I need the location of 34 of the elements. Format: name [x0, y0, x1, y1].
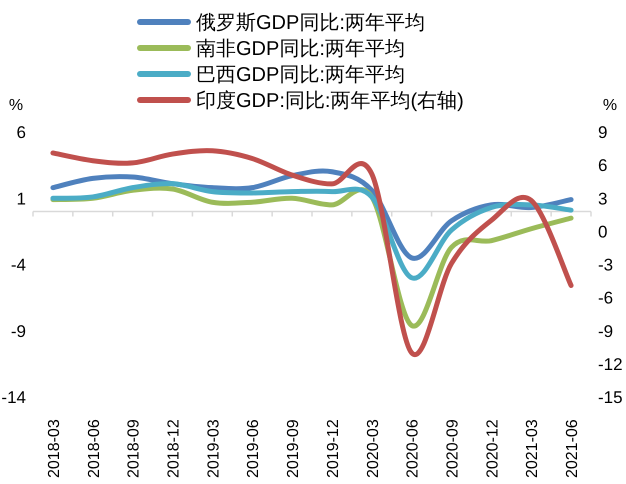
x-tick-label: 2020-06 — [404, 419, 422, 478]
y2-tick-label: -3 — [598, 256, 614, 274]
y-tick-label: -4 — [10, 256, 26, 274]
legend-label: 印度GDP:同比:两年平均(右轴) — [196, 90, 464, 112]
y2-tick-label: -9 — [598, 322, 614, 341]
x-tick-label: 2020-12 — [484, 419, 502, 478]
x-tick-label: 2019-03 — [205, 419, 222, 478]
x-tick-label: 2020-09 — [444, 419, 462, 478]
y2-axis-title: % — [602, 97, 618, 114]
y2-tick-label: -15 — [598, 388, 623, 407]
y2-tick-label: -12 — [598, 354, 623, 374]
y-tick-label: -9 — [10, 322, 26, 341]
y2-tick-label: 0 — [598, 222, 608, 242]
x-tick-label: 2018-09 — [126, 419, 143, 478]
legend-label: 南非GDP同比:两年平均 — [196, 38, 405, 60]
y-axis-title: % — [8, 97, 24, 114]
x-tick-label: 2018-12 — [166, 419, 182, 478]
legend-label: 巴西GDP同比:两年平均 — [196, 64, 405, 86]
x-tick-label: 2019-09 — [285, 419, 302, 478]
y2-tick-label: -6 — [598, 288, 614, 308]
x-tick-label: 2018-06 — [86, 419, 103, 478]
legend-label: 俄罗斯GDP同比:两年平均 — [196, 12, 425, 34]
x-tick-label: 2018-03 — [46, 419, 63, 478]
x-tick-label: 2020-03 — [364, 419, 382, 478]
y2-tick-label: 9 — [598, 123, 608, 142]
x-tick-label: 2021-03 — [524, 419, 542, 478]
y-tick-label: -14 — [1, 388, 26, 407]
y2-tick-label: 6 — [598, 156, 608, 176]
y-tick-label: 1 — [16, 189, 26, 208]
x-tick-label: 2021-06 — [564, 419, 582, 478]
y-tick-label: 6 — [16, 123, 26, 142]
y2-tick-label: 3 — [598, 189, 608, 208]
x-tick-label: 2019-12 — [324, 419, 342, 478]
x-tick-label: 2019-06 — [245, 419, 262, 478]
